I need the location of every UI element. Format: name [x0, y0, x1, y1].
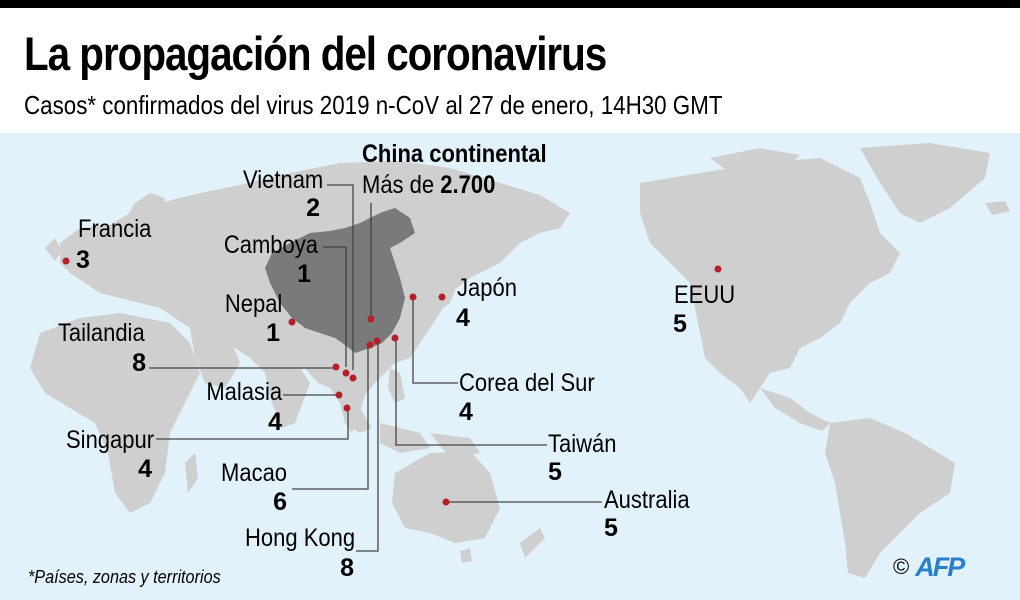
count-singapur: 4 [138, 455, 152, 483]
footnote: *Países, zonas y territorios [28, 567, 221, 587]
marker-macao [366, 341, 374, 349]
count-taiwan: 5 [548, 458, 562, 486]
label-vietnam: Vietnam [242, 166, 323, 194]
label-eeuu: EEUU [674, 281, 736, 309]
label-corea-del-sur: Corea del Sur [459, 369, 595, 397]
top-bar [0, 0, 1020, 8]
count-malasia: 4 [268, 408, 282, 436]
count-francia: 3 [76, 246, 90, 274]
label-hongkong: Hong Kong [244, 524, 355, 552]
china-count: Más de 2.700 [362, 170, 495, 200]
leader-lines [149, 184, 602, 552]
marker-singapur [343, 404, 351, 412]
marker-australia [442, 498, 450, 506]
world-map: China continental Más de 2.700 Vietnam 2… [0, 133, 1020, 600]
marker-japon [438, 293, 446, 301]
marker-camboya [342, 369, 350, 377]
china-shape [265, 208, 415, 353]
marker-corea [409, 293, 417, 301]
marker-hongkong [373, 337, 381, 345]
marker-francia [62, 257, 70, 265]
label-camboya: Camboya [223, 231, 318, 259]
map-graphic [30, 143, 1010, 578]
page-title: La propagación del coronavirus [24, 27, 607, 80]
china-label: China continental [362, 140, 547, 168]
marker-malasia [335, 391, 343, 399]
count-hongkong: 8 [340, 554, 354, 582]
label-francia: Francia [78, 215, 152, 243]
count-vietnam: 2 [306, 194, 320, 222]
afp-logo: AFP [915, 552, 965, 582]
page-subtitle: Casos* confirmados del virus 2019 n-CoV … [24, 90, 723, 120]
china-count-value: 2.700 [440, 171, 496, 199]
label-singapur: Singapur [65, 426, 154, 454]
marker-eeuu [714, 265, 722, 273]
marker-nepal [288, 318, 296, 326]
count-eeuu: 5 [673, 310, 687, 338]
count-corea-del-sur: 4 [459, 398, 473, 426]
marker-tailandia [332, 363, 340, 371]
case-markers [62, 257, 722, 506]
china-count-prefix: Más de [362, 171, 441, 199]
marker-vietnam [349, 374, 357, 382]
label-macao: Macao [220, 459, 287, 487]
marker-china [367, 315, 375, 323]
label-nepal: Nepal [224, 290, 282, 318]
count-macao: 6 [273, 488, 287, 516]
land-masses [30, 143, 1010, 578]
credit: © AFP [893, 552, 965, 582]
label-malasia: Malasia [206, 378, 282, 406]
count-australia: 5 [604, 514, 618, 542]
label-australia: Australia [604, 486, 690, 514]
label-japon: Japón [457, 274, 517, 302]
label-taiwan: Taiwán [548, 430, 617, 458]
count-tailandia: 8 [132, 349, 146, 377]
count-japon: 4 [456, 304, 470, 332]
copyright-symbol: © [893, 554, 910, 579]
label-tailandia: Tailandia [58, 319, 145, 347]
count-camboya: 1 [297, 260, 311, 288]
marker-taiwan [391, 334, 399, 342]
count-nepal: 1 [266, 319, 280, 347]
